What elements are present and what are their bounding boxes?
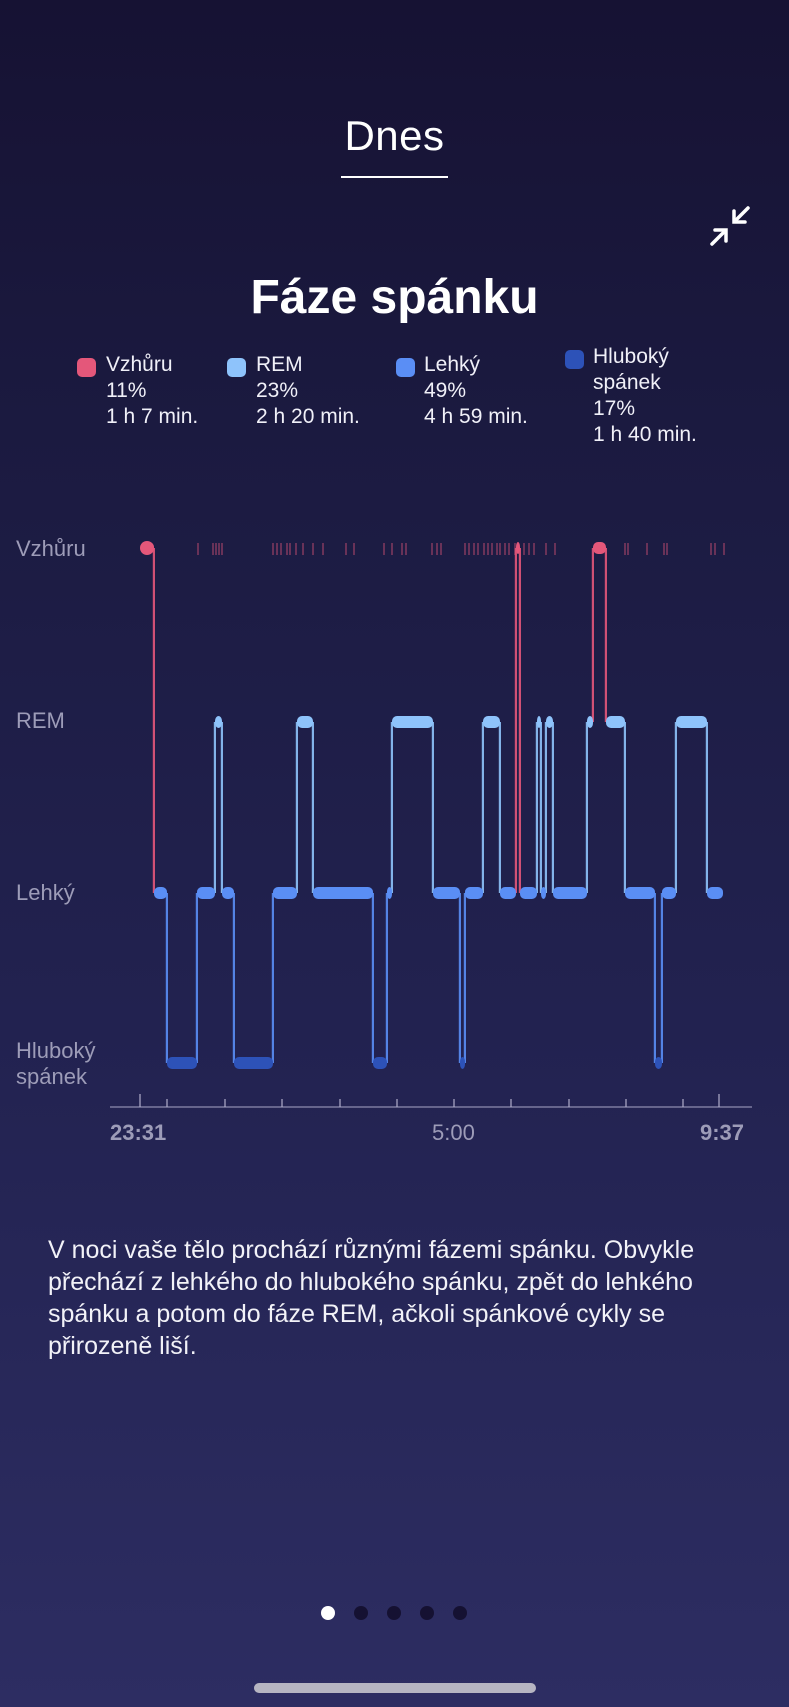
legend-label: Vzhůru — [106, 353, 173, 376]
legend-item-light: Lehký 49% 4 h 59 min. — [424, 352, 528, 430]
tab-title-today[interactable]: Dnes — [344, 112, 445, 159]
y-label-rem: REM — [16, 708, 65, 733]
home-indicator[interactable] — [254, 1683, 536, 1693]
y-label-deep-line1: Hluboký — [16, 1038, 96, 1063]
legend-item-awake: Vzhůru 11% 1 h 7 min. — [106, 352, 198, 430]
page-dot[interactable] — [387, 1606, 401, 1620]
chart-title: Fáze spánku — [250, 271, 539, 324]
y-label-deep: Hluboký spánek — [16, 1038, 95, 1090]
page-dot[interactable] — [453, 1606, 467, 1620]
legend-item-deep: Hluboký spánek 17% 1 h 40 min. — [593, 344, 697, 448]
x-label-start: 23:31 — [110, 1120, 167, 1145]
collapse-button[interactable] — [708, 204, 752, 248]
legend-percent: 11% — [106, 379, 147, 402]
tab-underline — [341, 176, 448, 178]
sleep-stage-chart — [110, 541, 752, 1108]
page-indicator[interactable] — [0, 1606, 789, 1622]
legend-label: Lehký — [424, 353, 481, 376]
legend-duration: 1 h 7 min. — [106, 405, 199, 428]
page-dot[interactable] — [420, 1606, 434, 1620]
legend-swatch-awake — [77, 358, 96, 377]
legend-swatch-deep — [565, 350, 584, 369]
page-dot[interactable] — [321, 1606, 335, 1620]
legend-duration: 2 h 20 min. — [256, 405, 360, 428]
legend-percent: 49% — [424, 379, 467, 402]
legend-label: REM — [256, 353, 303, 376]
description-text: V noci vaše tělo prochází různými fázemi… — [48, 1236, 695, 1360]
x-label-end: 9:37 — [700, 1120, 745, 1145]
legend-percent: 23% — [256, 379, 299, 402]
legend-item-rem: REM 23% 2 h 20 min. — [256, 352, 360, 430]
page-dot[interactable] — [354, 1606, 368, 1620]
y-label-deep-line2: spánek — [16, 1064, 87, 1089]
x-label-mid: 5:00 — [432, 1120, 475, 1145]
y-label-light: Lehký — [16, 880, 75, 905]
legend-swatch-rem — [227, 358, 246, 377]
collapse-arrows-icon — [710, 206, 750, 246]
legend-label-2: spánek — [593, 371, 661, 394]
y-label-awake: Vzhůru — [16, 536, 86, 561]
legend-percent: 17% — [593, 397, 636, 420]
legend-duration: 4 h 59 min. — [424, 405, 528, 428]
legend-swatch-light — [396, 358, 415, 377]
legend-duration: 1 h 40 min. — [593, 423, 697, 446]
legend-label: Hluboký — [593, 345, 669, 368]
